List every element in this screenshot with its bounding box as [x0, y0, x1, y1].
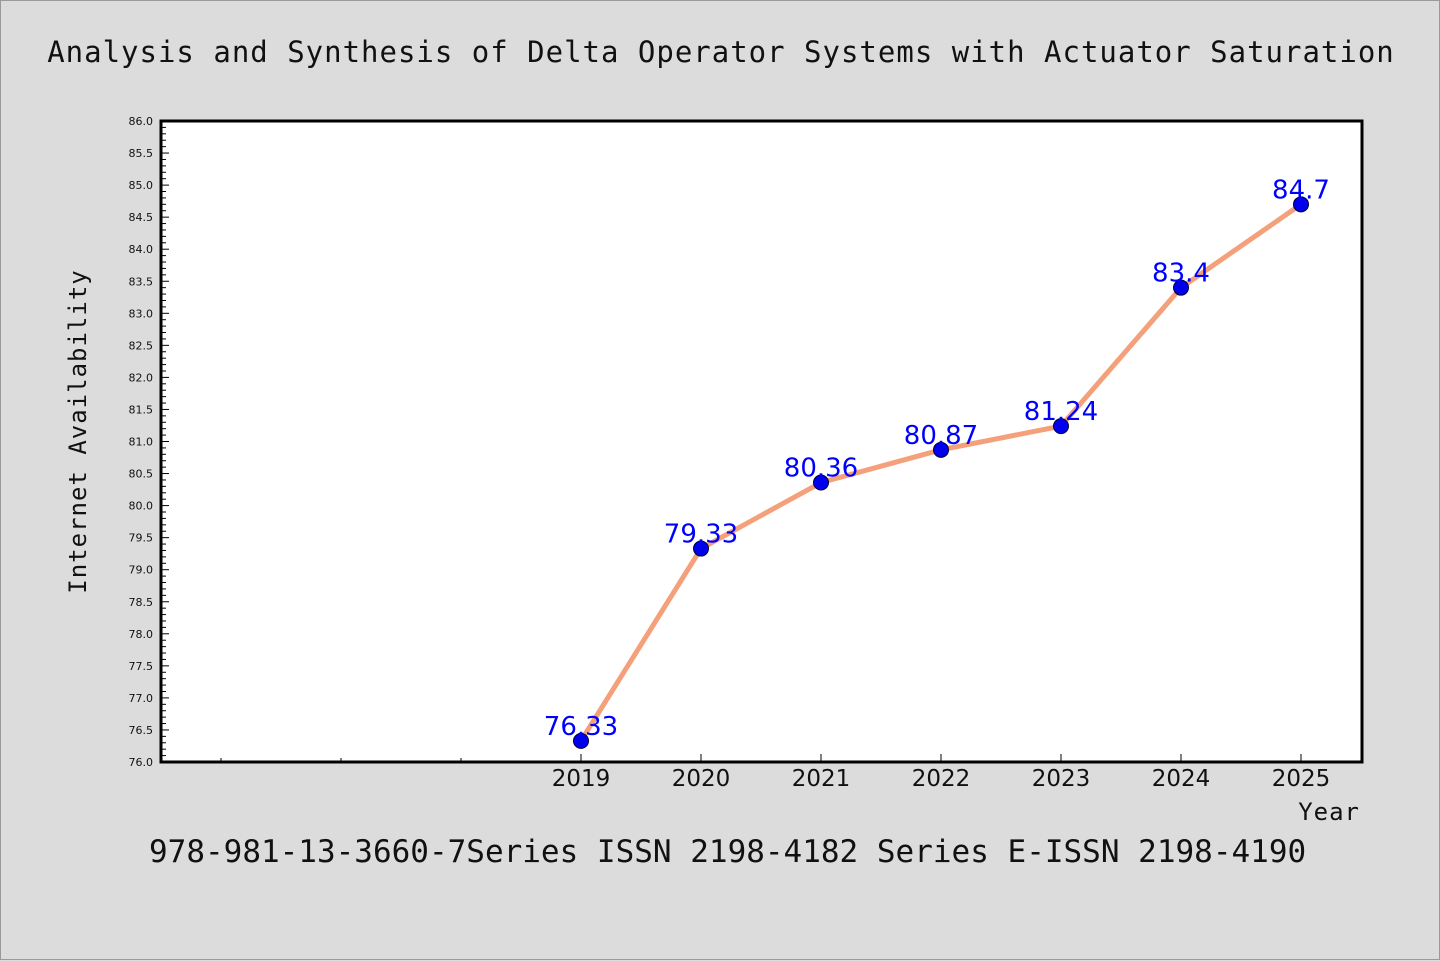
y-tick-label: 86.0	[129, 115, 154, 128]
y-tick-label: 78.5	[129, 596, 154, 609]
data-label: 84.7	[1272, 175, 1330, 205]
y-tick-label: 78.0	[129, 628, 154, 641]
data-label: 80.87	[904, 421, 978, 451]
y-tick-label: 79.5	[129, 532, 154, 545]
y-tick-label: 85.0	[129, 179, 154, 192]
x-tick-label: 2022	[912, 766, 971, 792]
y-tick-label: 77.0	[129, 692, 154, 705]
data-label: 79.33	[664, 520, 738, 550]
y-tick-label: 81.5	[129, 403, 154, 416]
data-label: 76.33	[544, 712, 618, 742]
y-axis-title: Internet Availability	[64, 269, 92, 593]
y-tick-label: 76.5	[129, 724, 154, 737]
y-tick-label: 84.5	[129, 211, 154, 224]
y-tick-label: 84.0	[129, 243, 154, 256]
data-point	[1173, 279, 1189, 296]
x-axis-title: Year	[1298, 798, 1360, 826]
y-tick-label: 85.5	[129, 147, 154, 160]
y-tick-label: 81.0	[129, 436, 154, 449]
x-tick-label: 2024	[1152, 766, 1211, 792]
x-tick-label: 2019	[552, 766, 611, 792]
data-label: 81.24	[1024, 397, 1098, 427]
y-tick-label: 76.0	[129, 756, 154, 769]
footer-text: 978-981-13-3660-7Series ISSN 2198-4182 S…	[149, 834, 1307, 870]
data-point	[813, 474, 829, 491]
data-label: 80.36	[784, 454, 858, 484]
data-label: 83.4	[1152, 259, 1210, 289]
x-tick-label: 2025	[1272, 766, 1331, 792]
plot-area	[159, 119, 1364, 764]
y-tick-label: 80.5	[129, 468, 154, 481]
y-tick-label: 77.5	[129, 660, 154, 673]
x-tick-label: 2020	[672, 766, 731, 792]
data-point	[1293, 196, 1309, 213]
y-tick-label: 80.0	[129, 500, 154, 513]
data-point	[1053, 418, 1069, 435]
y-tick-label: 82.5	[129, 339, 154, 352]
data-point	[573, 732, 589, 749]
y-tick-label: 79.0	[129, 564, 154, 577]
chart-title: Analysis and Synthesis of Delta Operator…	[47, 35, 1395, 69]
y-tick-label: 82.0	[129, 371, 154, 384]
x-tick-label: 2021	[792, 766, 851, 792]
data-point	[933, 441, 949, 458]
y-tick-label: 83.0	[129, 307, 154, 320]
x-tick-label: 2023	[1032, 766, 1091, 792]
y-tick-label: 83.5	[129, 275, 154, 288]
data-point	[693, 540, 709, 557]
